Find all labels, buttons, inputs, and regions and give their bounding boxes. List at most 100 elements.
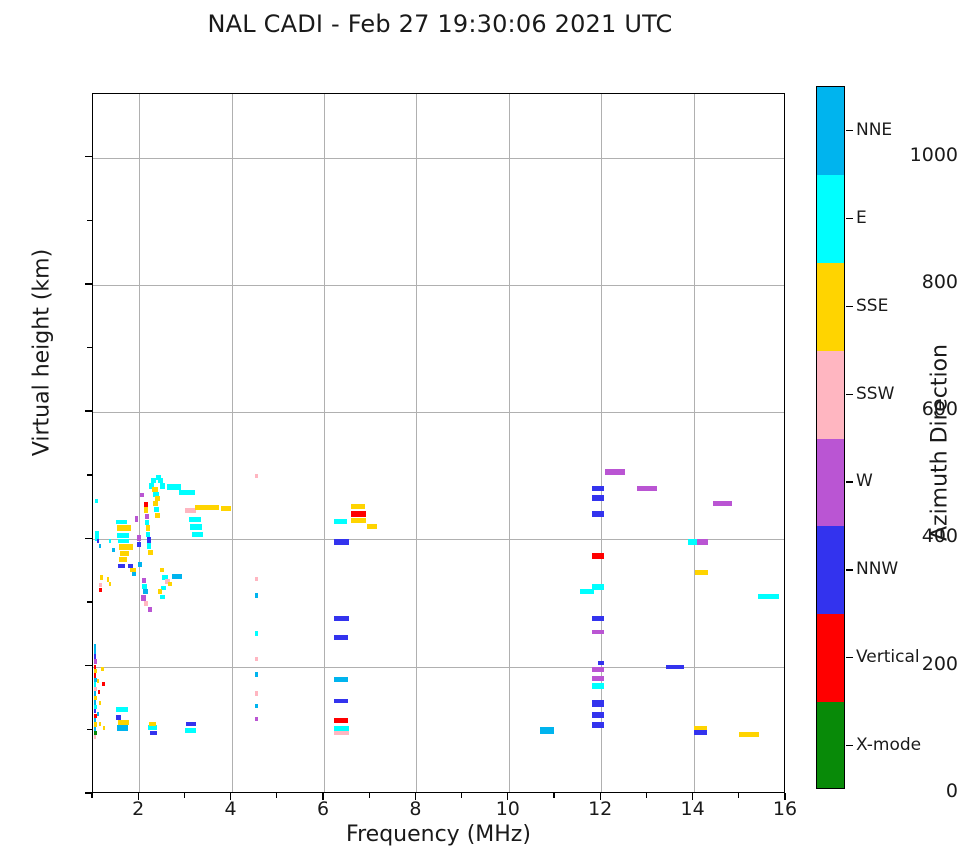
echo-mark	[159, 567, 165, 573]
echo-mark	[186, 721, 196, 727]
echo-mark	[94, 668, 97, 674]
echo-mark	[254, 631, 259, 636]
echo-mark	[254, 716, 259, 722]
gridline-horizontal	[93, 539, 784, 541]
echo-mark	[116, 520, 128, 525]
echo-mark	[591, 722, 604, 729]
colorbar-label-nne: NNE	[856, 119, 893, 140]
echo-mark	[94, 730, 97, 736]
echo-mark	[665, 664, 685, 669]
echo-mark	[93, 691, 97, 696]
colorbar-label-w: W	[856, 471, 873, 492]
echo-mark	[95, 499, 98, 504]
echo-mark	[185, 507, 197, 513]
gridline-vertical	[416, 94, 418, 792]
echo-mark	[94, 677, 97, 683]
x-tick-label: 8	[409, 798, 422, 820]
plot-area[interactable]	[92, 93, 785, 793]
echo-mark	[149, 721, 156, 727]
echo-mark	[758, 594, 779, 600]
echo-mark	[117, 525, 131, 531]
echo-mark	[591, 700, 604, 707]
echo-mark	[591, 495, 604, 501]
echo-mark	[155, 474, 162, 480]
echo-mark	[604, 469, 626, 475]
y-tick-label: 1000	[909, 143, 958, 166]
echo-mark	[148, 725, 157, 731]
echo-mark	[149, 483, 154, 489]
gridline-vertical	[324, 94, 325, 792]
echo-mark	[145, 531, 151, 538]
echo-mark	[167, 581, 173, 587]
y-tick-label: 0	[945, 780, 958, 802]
echo-mark	[117, 563, 126, 569]
colorbar-segment-x-mode[interactable]	[817, 702, 844, 788]
y-tick	[85, 792, 92, 794]
echo-mark	[148, 607, 153, 612]
echo-mark	[540, 727, 555, 734]
echo-mark	[117, 724, 129, 731]
x-minor-tick	[183, 793, 186, 798]
echo-mark	[157, 589, 163, 594]
echo-mark	[93, 709, 97, 714]
echo-mark	[697, 539, 709, 545]
echo-mark	[136, 542, 142, 548]
echo-mark	[637, 486, 657, 492]
echo-mark	[693, 730, 708, 736]
gridline-vertical	[508, 94, 510, 792]
echo-mark	[143, 501, 149, 507]
gridline-horizontal	[93, 412, 784, 414]
echo-mark	[118, 544, 133, 550]
echo-mark	[591, 711, 604, 719]
colorbar-label-e: E	[856, 207, 867, 228]
echo-mark	[154, 496, 161, 502]
echo-mark	[254, 593, 259, 598]
echo-mark	[334, 717, 349, 723]
echo-mark	[103, 725, 106, 731]
echo-mark	[97, 711, 100, 717]
y-tick-label: 400	[921, 525, 958, 548]
echo-mark	[94, 659, 97, 664]
x-tick	[599, 793, 601, 800]
gridline-vertical	[231, 94, 233, 792]
colorbar-segment-e[interactable]	[817, 174, 844, 263]
y-tick	[85, 410, 92, 412]
echo-mark	[145, 525, 151, 531]
echo-mark	[334, 730, 349, 736]
colorbar-segment-sse[interactable]	[817, 262, 844, 351]
colorbar-tick	[846, 481, 853, 483]
colorbar-segment-w[interactable]	[817, 438, 844, 527]
echo-mark	[93, 717, 97, 723]
echo-mark	[129, 567, 137, 573]
colorbar[interactable]	[816, 86, 845, 789]
echo-mark	[153, 501, 158, 507]
gridline-vertical	[601, 94, 603, 792]
echo-mark	[597, 661, 604, 665]
echo-mark	[713, 501, 733, 507]
y-minor-tick	[87, 601, 92, 603]
colorbar-segment-vertical[interactable]	[817, 614, 844, 703]
echo-mark	[350, 503, 365, 510]
echo-mark	[334, 635, 349, 640]
echo-mark	[119, 551, 130, 556]
echo-mark	[93, 682, 97, 687]
colorbar-segment-nne[interactable]	[817, 87, 844, 175]
y-tick-label: 600	[921, 398, 958, 421]
echo-mark	[148, 549, 154, 555]
echo-mark	[151, 478, 156, 484]
echo-mark	[688, 539, 700, 545]
echo-mark	[94, 722, 97, 727]
colorbar-label-ssw: SSW	[856, 383, 895, 404]
echo-mark	[96, 538, 99, 543]
echo-mark	[153, 492, 159, 498]
colorbar-label-nnw: NNW	[856, 559, 899, 580]
x-minor-tick	[91, 793, 93, 798]
echo-mark	[118, 720, 130, 726]
colorbar-segment-nnw[interactable]	[817, 526, 844, 615]
colorbar-segment-ssw[interactable]	[817, 350, 844, 439]
echo-mark	[591, 682, 604, 689]
echo-mark	[153, 507, 159, 513]
echo-mark	[144, 513, 150, 520]
echo-mark	[99, 583, 102, 588]
